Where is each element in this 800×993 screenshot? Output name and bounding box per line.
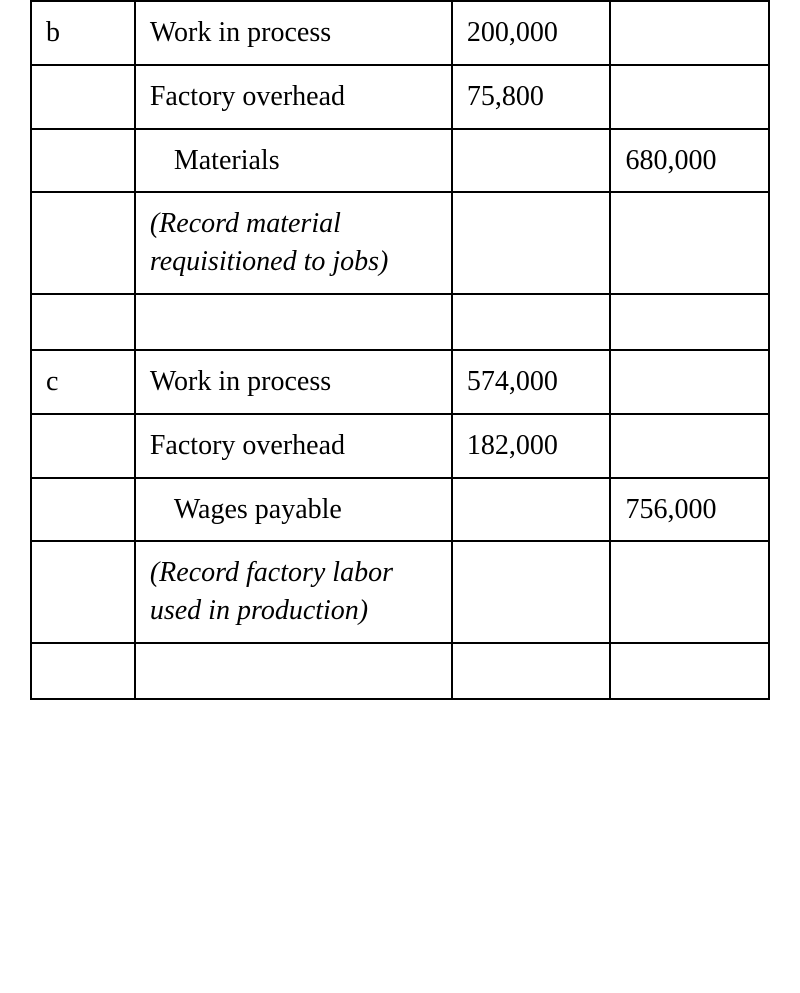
cell-credit xyxy=(610,414,769,478)
journal-entry-table: b Work in process 200,000 Factory overhe… xyxy=(30,0,770,700)
cell-debit xyxy=(452,192,611,294)
cell-debit xyxy=(452,294,611,350)
cell-credit xyxy=(610,350,769,414)
table-body: b Work in process 200,000 Factory overhe… xyxy=(31,1,769,699)
cell-account: Factory overhead xyxy=(135,65,452,129)
cell-label xyxy=(31,192,135,294)
cell-account: Work in process xyxy=(135,350,452,414)
cell-debit: 200,000 xyxy=(452,1,611,65)
cell-debit xyxy=(452,129,611,193)
cell-credit xyxy=(610,1,769,65)
cell-account: Factory overhead xyxy=(135,414,452,478)
cell-account-text: Wages payable xyxy=(150,494,342,525)
cell-debit: 574,000 xyxy=(452,350,611,414)
cell-account: (Record factory labor used in production… xyxy=(135,541,452,643)
cell-label xyxy=(31,541,135,643)
table-row: c Work in process 574,000 xyxy=(31,350,769,414)
cell-debit xyxy=(452,643,611,699)
cell-debit xyxy=(452,541,611,643)
cell-account: Wages payable xyxy=(135,478,452,542)
cell-credit xyxy=(610,294,769,350)
cell-label xyxy=(31,478,135,542)
table-row xyxy=(31,643,769,699)
cell-label xyxy=(31,129,135,193)
cell-credit: 680,000 xyxy=(610,129,769,193)
cell-account: Materials xyxy=(135,129,452,193)
cell-label xyxy=(31,643,135,699)
cell-label xyxy=(31,294,135,350)
cell-account xyxy=(135,294,452,350)
journal-entry-table-wrapper: b Work in process 200,000 Factory overhe… xyxy=(0,0,800,700)
cell-account: (Record material requisitioned to jobs) xyxy=(135,192,452,294)
cell-account: Work in process xyxy=(135,1,452,65)
table-row: b Work in process 200,000 xyxy=(31,1,769,65)
table-row xyxy=(31,294,769,350)
table-row: Factory overhead 182,000 xyxy=(31,414,769,478)
cell-credit xyxy=(610,541,769,643)
cell-label xyxy=(31,414,135,478)
cell-label: c xyxy=(31,350,135,414)
cell-account xyxy=(135,643,452,699)
cell-debit: 75,800 xyxy=(452,65,611,129)
table-row: Wages payable 756,000 xyxy=(31,478,769,542)
cell-debit: 182,000 xyxy=(452,414,611,478)
table-row: Factory overhead 75,800 xyxy=(31,65,769,129)
cell-credit xyxy=(610,65,769,129)
table-row: (Record material requisitioned to jobs) xyxy=(31,192,769,294)
cell-account-text: Materials xyxy=(150,145,280,176)
cell-credit xyxy=(610,192,769,294)
cell-label: b xyxy=(31,1,135,65)
table-row: Materials 680,000 xyxy=(31,129,769,193)
cell-label xyxy=(31,65,135,129)
table-row: (Record factory labor used in production… xyxy=(31,541,769,643)
cell-debit xyxy=(452,478,611,542)
cell-credit: 756,000 xyxy=(610,478,769,542)
cell-credit xyxy=(610,643,769,699)
